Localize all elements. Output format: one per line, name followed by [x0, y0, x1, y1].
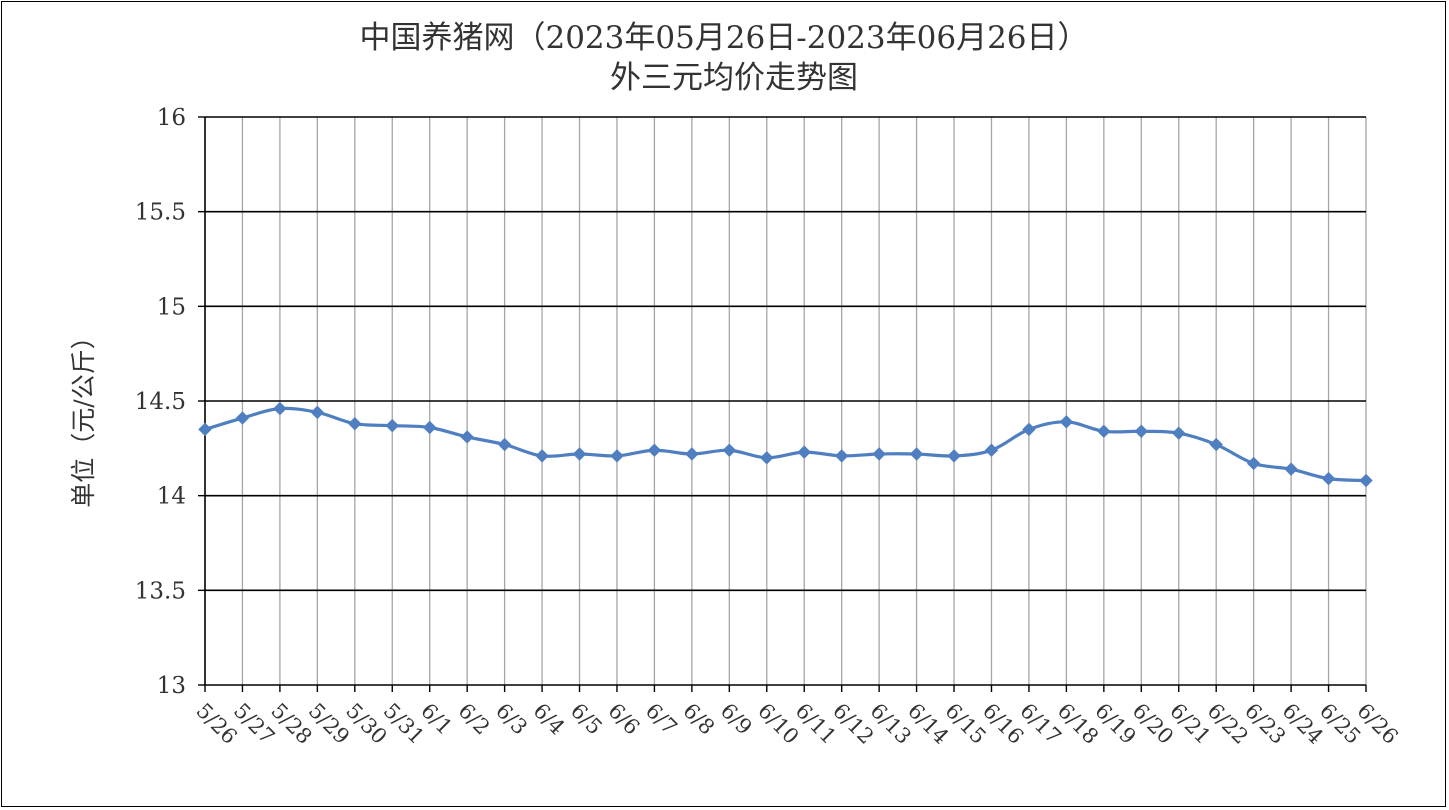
x-tick-label: 6/16	[978, 699, 1028, 749]
series-line	[204, 406, 1367, 483]
data-point-marker	[572, 447, 587, 461]
x-tick-label: 5/27	[229, 699, 279, 749]
data-point-marker	[385, 418, 399, 433]
x-tick-label: 6/15	[940, 699, 990, 749]
data-point-marker	[1209, 437, 1223, 452]
data-point-marker	[1172, 426, 1186, 440]
x-tick-labels: 5/265/275/285/295/305/316/16/26/36/46/56…	[191, 699, 1402, 749]
data-point-marker	[1097, 424, 1111, 439]
data-point-marker	[760, 451, 774, 465]
data-point-marker	[1059, 415, 1074, 429]
x-tick-label: 6/8	[678, 699, 719, 740]
x-tick-label: 5/28	[266, 699, 316, 749]
x-tick-label: 6/19	[1090, 699, 1140, 749]
data-point-marker	[872, 447, 886, 461]
y-tick-label: 16	[157, 105, 186, 131]
data-point-marker	[909, 447, 924, 461]
data-point-marker	[273, 401, 287, 416]
x-tick-label: 6/4	[529, 699, 570, 740]
data-point-marker	[1134, 424, 1148, 439]
grid-lines	[205, 116, 1367, 686]
x-tick-label: 6/10	[753, 699, 803, 749]
x-tick-label: 6/26	[1352, 699, 1402, 749]
x-tick-label: 6/12	[828, 699, 878, 749]
x-tick-label: 6/3	[491, 699, 532, 740]
data-point-marker	[647, 443, 662, 457]
data-point-marker	[610, 449, 624, 463]
x-tick-label: 6/9	[716, 699, 757, 740]
data-point-marker	[1321, 471, 1336, 486]
axes	[198, 116, 1367, 692]
x-tick-label: 6/17	[1015, 699, 1065, 749]
data-point-marker	[423, 420, 437, 435]
x-tick-label: 6/14	[903, 699, 953, 749]
x-tick-label: 6/11	[791, 699, 841, 749]
x-tick-label: 6/5	[566, 699, 607, 740]
x-tick-label: 6/24	[1278, 699, 1328, 749]
series-layer	[198, 401, 1373, 488]
data-point-marker	[348, 417, 362, 431]
x-tick-label: 6/18	[1053, 699, 1103, 749]
y-tick-label: 13	[157, 673, 186, 699]
data-point-marker	[535, 449, 549, 463]
x-tick-label: 5/26	[191, 699, 241, 749]
x-tick-label: 6/21	[1165, 699, 1215, 749]
x-tick-label: 6/6	[603, 699, 644, 740]
x-tick-label: 6/25	[1315, 699, 1365, 749]
y-tick-label: 14	[157, 484, 186, 510]
data-point-marker	[722, 443, 737, 457]
data-point-marker	[310, 405, 325, 420]
data-point-marker	[947, 449, 961, 463]
chart-title: 中国养猪网（2023年05月26日-2023年06月26日）	[359, 20, 1088, 56]
data-point-marker	[834, 449, 849, 463]
y-tick-label: 15	[157, 294, 186, 320]
data-point-marker	[1022, 422, 1036, 437]
x-tick-label: 6/7	[641, 699, 682, 740]
data-point-marker	[460, 430, 474, 444]
y-axis-label: 单位（元/公斤）	[69, 324, 98, 507]
x-tick-label: 6/2	[454, 699, 495, 740]
data-point-marker	[797, 445, 811, 459]
data-point-marker	[1284, 462, 1298, 476]
data-point-marker	[984, 443, 999, 457]
data-point-marker	[1359, 473, 1373, 488]
x-tick-label: 6/23	[1240, 699, 1290, 749]
x-tick-label: 6/20	[1128, 699, 1178, 749]
y-tick-labels: 13 13.5 14 14.5 15 15.5 16	[135, 105, 186, 699]
data-point-marker	[497, 437, 512, 452]
data-point-marker	[235, 411, 250, 425]
data-point-marker	[685, 447, 699, 461]
data-point-marker	[198, 422, 212, 437]
x-tick-label: 5/30	[341, 699, 391, 749]
y-tick-label: 14.5	[135, 389, 186, 415]
chart-subtitle: 外三元均价走势图	[610, 60, 858, 96]
y-tick-label: 13.5	[135, 578, 186, 604]
x-tick-label: 6/13	[866, 699, 916, 749]
y-tick-label: 15.5	[135, 200, 186, 226]
x-tick-label: 5/31	[379, 699, 429, 749]
data-point-marker	[1246, 456, 1261, 471]
x-tick-label: 5/29	[304, 699, 354, 749]
x-tick-label: 6/22	[1203, 699, 1253, 749]
